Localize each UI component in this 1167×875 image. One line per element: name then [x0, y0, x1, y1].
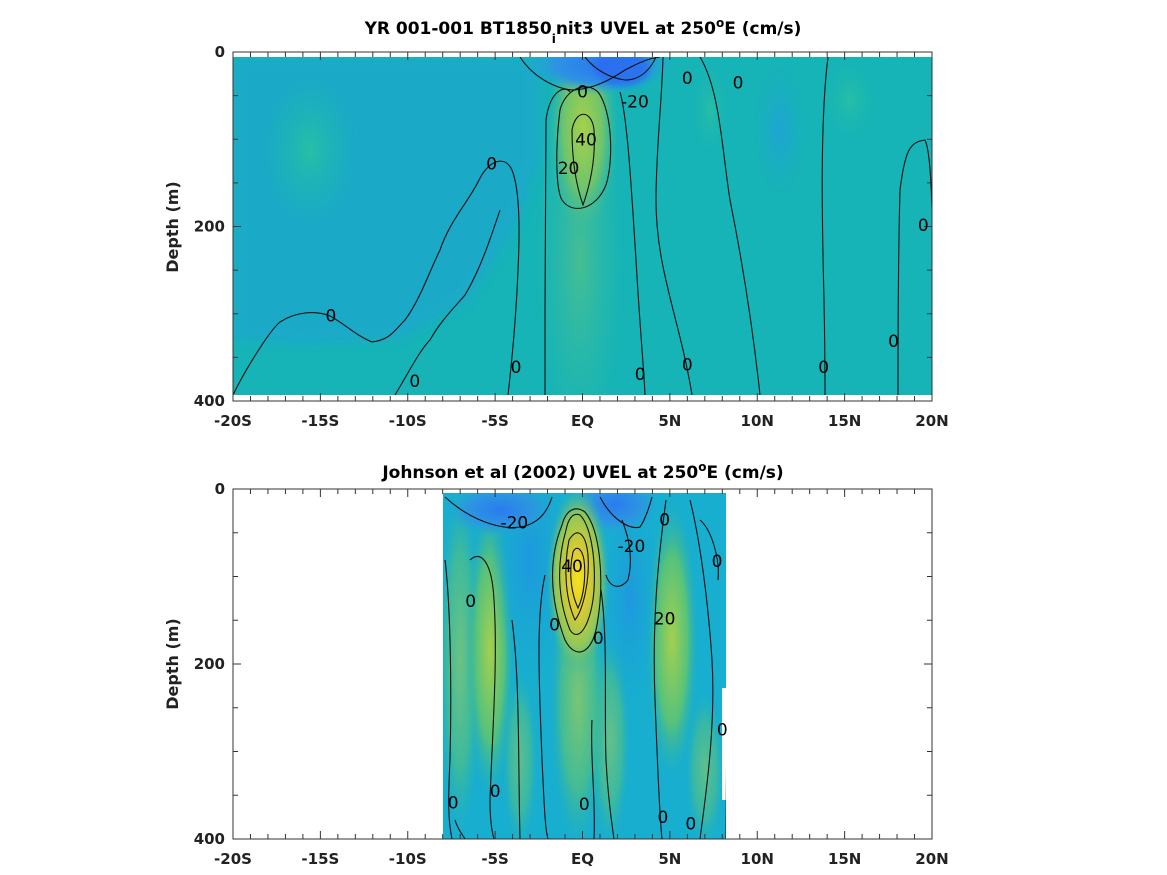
top-y-tick-labels: 0 200 400 [194, 43, 225, 410]
x-tick-label: -15S [301, 412, 339, 430]
y-tick-label: 200 [194, 218, 225, 236]
contour-label: 40 [575, 130, 597, 150]
x-tick-label: EQ [571, 412, 594, 430]
y-tick-label: 200 [194, 655, 225, 673]
contour-label: 0 [682, 69, 693, 89]
contour-label: 0 [448, 793, 459, 813]
x-tick-label: 15N [828, 850, 861, 868]
contour-label: 0 [465, 592, 476, 612]
x-tick-label: -5S [481, 412, 508, 430]
contour-label: -20 [618, 537, 646, 557]
contour-label: 0 [486, 155, 497, 175]
contour-label: -20 [500, 513, 528, 533]
top-contour-labels: 0 -20 40 20 0 0 0 0 0 0 0 0 0 0 0 [325, 69, 928, 392]
contour-label: 20 [654, 610, 676, 630]
contour-label: 0 [579, 795, 590, 815]
x-tick-label: -10S [389, 850, 427, 868]
contour-label: 0 [918, 216, 929, 236]
x-tick-label: 15N [828, 412, 861, 430]
top-x-tick-labels: -20S -15S -10S -5S EQ 5N 10N 15N 20N [214, 412, 949, 430]
top-y-axis-label: Depth (m) [163, 181, 182, 273]
x-tick-label: 20N [915, 412, 948, 430]
contour-label: 0 [511, 358, 522, 378]
top-title: YR 001-001 BT1850init3 UVEL at 250oE (cm… [364, 16, 802, 46]
y-tick-label: 0 [215, 480, 225, 498]
contour-label: 0 [685, 814, 696, 834]
panel-top: YR 001-001 BT1850init3 UVEL at 250oE (cm… [163, 16, 949, 430]
x-tick-label: -20S [214, 850, 252, 868]
bottom-field [443, 493, 726, 839]
contour-label: 0 [717, 721, 728, 741]
contour-label: 0 [490, 782, 501, 802]
contour-label: 0 [593, 629, 604, 649]
x-tick-label: -10S [389, 412, 427, 430]
contour-label: 40 [561, 557, 583, 577]
x-tick-label: 5N [658, 412, 681, 430]
contour-label: 0 [733, 74, 744, 94]
y-tick-label: 400 [194, 392, 225, 410]
x-tick-label: -20S [214, 412, 252, 430]
x-tick-label: 10N [741, 850, 774, 868]
y-tick-label: 0 [215, 43, 225, 61]
contour-label: 0 [682, 355, 693, 375]
x-tick-label: -15S [301, 850, 339, 868]
contour-label: 0 [712, 552, 723, 572]
contour-label: 0 [659, 511, 670, 531]
contour-label: 0 [635, 365, 646, 385]
contour-label: 0 [409, 372, 420, 392]
contour-label: 0 [549, 616, 560, 636]
x-tick-label: 10N [741, 412, 774, 430]
bottom-contours [444, 496, 726, 839]
x-tick-label: -5S [481, 850, 508, 868]
y-tick-label: 400 [194, 830, 225, 848]
top-field [233, 57, 932, 395]
contour-label: 20 [558, 159, 580, 179]
x-tick-label: 5N [658, 850, 681, 868]
top-axis-ticks [232, 51, 933, 402]
x-tick-label: EQ [571, 850, 594, 868]
contour-label: 0 [577, 82, 588, 102]
contour-label: 0 [325, 306, 336, 326]
bottom-axis-ticks [232, 488, 933, 840]
contour-label: 0 [657, 808, 668, 828]
contour-label: 0 [818, 358, 829, 378]
bottom-x-tick-labels: -20S -15S -10S -5S EQ 5N 10N 15N 20N [214, 850, 949, 868]
x-tick-label: 20N [915, 850, 948, 868]
bottom-title: Johnson et al (2002) UVEL at 250oE (cm/s… [381, 460, 783, 483]
contour-label: 0 [888, 332, 899, 352]
contour-label: -20 [621, 93, 649, 113]
top-contours [233, 57, 932, 395]
bottom-y-tick-labels: 0 200 400 [194, 480, 225, 848]
bottom-y-axis-label: Depth (m) [163, 618, 182, 710]
panel-bottom: Johnson et al (2002) UVEL at 250oE (cm/s… [163, 460, 949, 868]
